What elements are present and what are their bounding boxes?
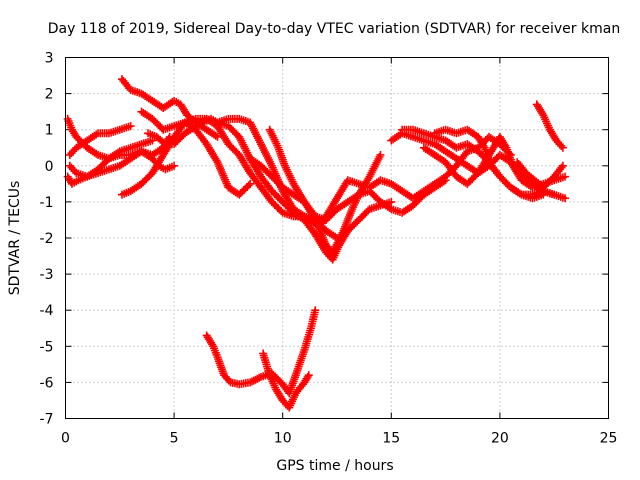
series-arc-16: [430, 125, 548, 203]
data-point: [247, 377, 256, 386]
data-point: [501, 141, 510, 150]
data-point: [557, 163, 566, 172]
y-tick-label: 1: [45, 123, 54, 139]
y-tick-label: -3: [40, 267, 54, 283]
y-tick-label: -1: [40, 195, 54, 211]
x-tick-label: 25: [600, 431, 618, 447]
x-axis-label: GPS time / hours: [276, 458, 393, 474]
series-arc-3: [63, 114, 179, 174]
y-tick-label: -4: [40, 303, 54, 319]
series-arc-4: [65, 136, 157, 181]
data-point: [255, 373, 264, 382]
data-point: [251, 375, 260, 384]
data-point: [304, 371, 313, 380]
data-point: [246, 378, 255, 387]
data-point: [557, 141, 566, 150]
data-point: [387, 197, 396, 206]
data-point: [561, 172, 570, 181]
data-point: [558, 143, 567, 152]
x-tick-labels: 0 5 10 15 20 25: [61, 431, 617, 447]
x-tick-label: 20: [491, 431, 509, 447]
y-tick-label: -2: [40, 231, 54, 247]
data-point: [479, 141, 488, 150]
chart-title: Day 118 of 2019, Sidereal Day-to-day VTE…: [48, 21, 620, 37]
y-axis-label: SDTVAR / TECUs: [7, 181, 23, 296]
x-tick-label: 0: [61, 431, 70, 447]
y-tick-label: 3: [45, 51, 54, 67]
data-point: [159, 138, 168, 147]
data-marks: [63, 75, 570, 412]
data-point: [558, 161, 567, 170]
y-tick-label: -7: [40, 412, 54, 428]
series-arc-6: [117, 114, 331, 235]
plot-frame: [65, 57, 609, 419]
data-point: [311, 306, 320, 315]
series-arc-15: [419, 132, 570, 192]
y-tick-label: 2: [45, 87, 54, 103]
data-point: [244, 181, 253, 190]
data-point: [92, 130, 101, 139]
x-tick-label: 10: [274, 431, 292, 447]
y-tick-label: 0: [45, 159, 54, 175]
data-point: [303, 372, 312, 381]
data-point: [561, 194, 570, 203]
data-point: [376, 150, 385, 159]
data-point: [211, 131, 220, 140]
series-arc-18: [513, 158, 567, 192]
data-point: [550, 190, 559, 199]
data-point: [253, 374, 262, 383]
x-tick-label: 5: [170, 431, 179, 447]
data-point: [249, 376, 258, 385]
data-point: [539, 190, 548, 199]
series-arc-2: [65, 122, 135, 159]
data-point: [126, 122, 135, 131]
data-point: [170, 161, 179, 170]
x-tick-label: 15: [382, 431, 400, 447]
data-point: [246, 179, 255, 188]
y-tick-labels: -7 -6 -5 -4 -3 -2 -1 0 1 2 3: [40, 51, 54, 428]
series-arc-20: [259, 349, 313, 412]
series-arc-17: [532, 100, 567, 152]
y-tick-label: -5: [40, 339, 54, 355]
y-tick-label: -6: [40, 375, 54, 391]
